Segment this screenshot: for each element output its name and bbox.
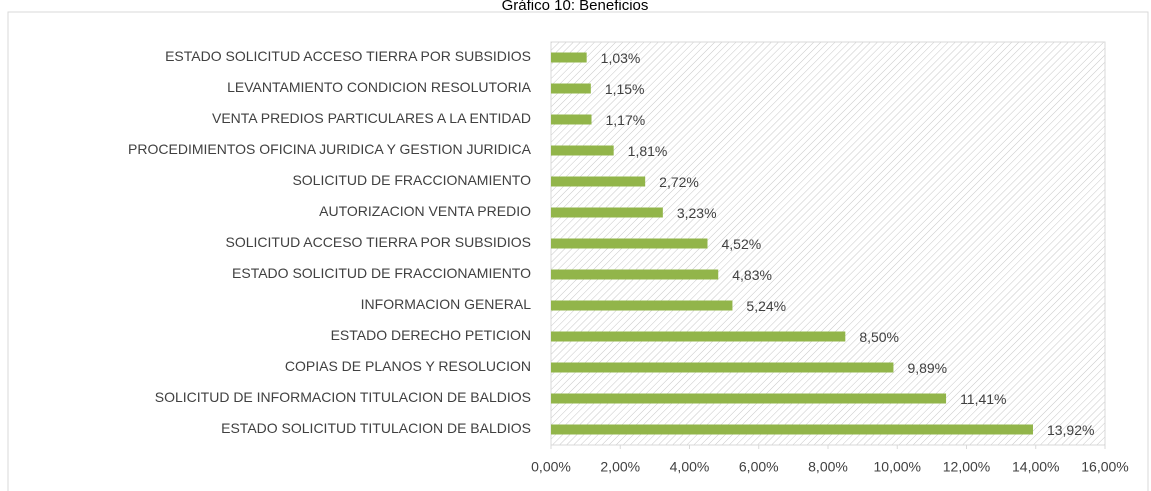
- x-tick-label: 16,00%: [1081, 459, 1128, 475]
- y-tick-label: SOLICITUD DE INFORMACION TITULACION DE B…: [155, 389, 531, 405]
- data-label: 2,72%: [659, 174, 699, 190]
- data-label: 1,15%: [605, 81, 645, 97]
- x-tick-label: 14,00%: [1012, 459, 1059, 475]
- y-tick-label: PROCEDIMIENTOS OFICINA JURIDICA Y GESTIO…: [128, 141, 532, 157]
- y-tick-label: SOLICITUD ACCESO TIERRA POR SUBSIDIOS: [226, 234, 531, 250]
- data-label: 13,92%: [1047, 422, 1094, 438]
- bar: [551, 145, 614, 156]
- x-tick-label: 4,00%: [670, 459, 710, 475]
- y-tick-label: SOLICITUD DE FRACCIONAMIENTO: [292, 172, 531, 188]
- data-label: 4,83%: [732, 267, 772, 283]
- y-tick-label: LEVANTAMIENTO CONDICION RESOLUTORIA: [227, 79, 532, 95]
- x-tick-label: 10,00%: [874, 459, 921, 475]
- data-label: 1,03%: [601, 50, 641, 66]
- data-label: 1,17%: [606, 112, 646, 128]
- y-tick-label: COPIAS DE PLANOS Y RESOLUCION: [285, 358, 531, 374]
- y-tick-label: ESTADO SOLICITUD ACCESO TIERRA POR SUBSI…: [165, 48, 531, 64]
- x-tick-label: 6,00%: [739, 459, 779, 475]
- bar: [551, 176, 646, 187]
- y-tick-label: ESTADO SOLICITUD TITULACION DE BALDIOS: [221, 420, 531, 436]
- x-tick-label: 0,00%: [531, 459, 571, 475]
- y-tick-label: ESTADO SOLICITUD DE FRACCIONAMIENTO: [232, 265, 531, 281]
- bar: [551, 238, 708, 249]
- data-label: 4,52%: [722, 236, 762, 252]
- bar: [551, 331, 846, 342]
- x-tick-label: 2,00%: [600, 459, 640, 475]
- x-tick-label: 12,00%: [943, 459, 990, 475]
- bar: [551, 269, 719, 280]
- y-tick-label: VENTA PREDIOS PARTICULARES A LA ENTIDAD: [212, 110, 531, 126]
- data-label: 1,81%: [628, 143, 668, 159]
- bar: [551, 393, 947, 404]
- bar: [551, 83, 591, 94]
- bar: [551, 207, 663, 218]
- bar: [551, 424, 1033, 435]
- y-tick-label: ESTADO DERECHO PETICION: [331, 327, 531, 343]
- y-tick-label: INFORMACION GENERAL: [361, 296, 532, 312]
- y-tick-label: AUTORIZACION VENTA PREDIO: [319, 203, 531, 219]
- chart-frame: [7, 11, 1149, 491]
- bar: [551, 300, 733, 311]
- x-tick-label: 8,00%: [808, 459, 848, 475]
- data-label: 9,89%: [907, 360, 947, 376]
- bar: [551, 114, 592, 125]
- data-label: 5,24%: [746, 298, 786, 314]
- data-label: 8,50%: [859, 329, 899, 345]
- chart-title: Gráfico 10: Beneficios: [502, 0, 649, 14]
- bar: [551, 362, 894, 373]
- bar: [551, 52, 587, 63]
- data-label: 3,23%: [677, 205, 717, 221]
- data-label: 11,41%: [960, 391, 1006, 407]
